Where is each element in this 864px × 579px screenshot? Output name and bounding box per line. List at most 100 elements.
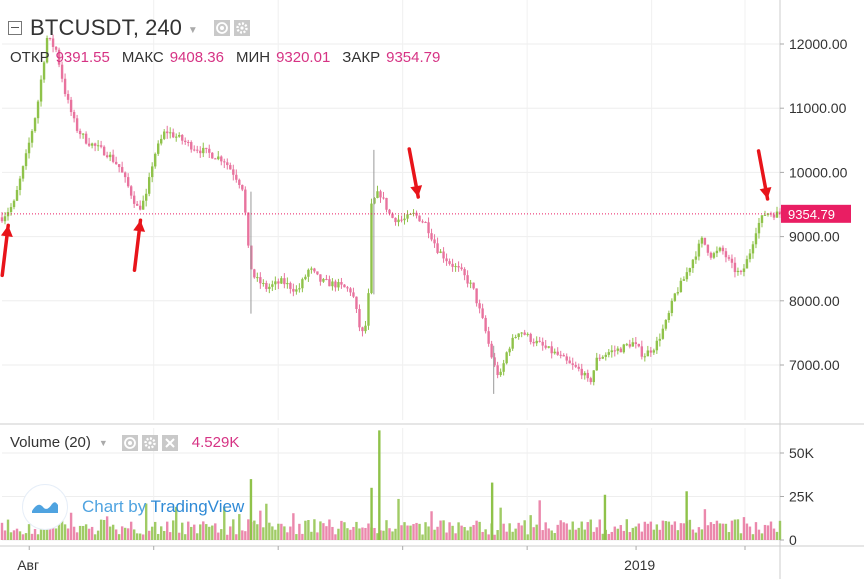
volume-bar [328, 519, 331, 540]
volume-bar [532, 527, 535, 540]
candle-body [343, 284, 346, 288]
volume-bar [562, 522, 565, 540]
candle-body [247, 212, 250, 246]
volume-tick-label: 25K [789, 489, 815, 505]
candle-body [430, 233, 433, 240]
candle-body [688, 268, 692, 273]
candle-body [208, 148, 211, 153]
volume-bar [132, 529, 136, 540]
volume-chevron-icon[interactable]: ▼ [98, 437, 108, 448]
symbol-header[interactable]: BTCUSDT, 240 ▼ [8, 14, 250, 42]
candle-body [658, 338, 662, 341]
volume-bar [277, 523, 280, 540]
volume-eye-icon[interactable] [121, 434, 138, 451]
volume-bar [688, 519, 692, 540]
candle-body [259, 277, 262, 284]
volume-bar [355, 521, 358, 540]
candle-body [409, 213, 412, 215]
volume-bar [292, 513, 295, 540]
volume-bar [568, 529, 571, 540]
candle-body [93, 143, 97, 146]
volume-bar [445, 532, 448, 540]
volume-bar [676, 530, 680, 540]
volume-bar [135, 533, 139, 540]
candle-body [144, 193, 148, 201]
candle-body [760, 215, 764, 223]
chevron-down-icon[interactable]: ▼ [187, 24, 198, 36]
volume-bar [406, 525, 409, 540]
volume-bar [748, 526, 752, 540]
volume-bar [457, 522, 460, 540]
tradingview-watermark[interactable]: Chart by TradingView [22, 484, 244, 530]
timeframe[interactable]: 240 [145, 15, 182, 40]
volume-bar [415, 522, 418, 540]
candle-body [676, 292, 680, 294]
candle-body [595, 357, 598, 371]
candle-body [331, 281, 334, 287]
candle-body [490, 343, 493, 358]
candle-body [123, 172, 127, 178]
volume-bar [289, 526, 292, 540]
volume-bar [220, 529, 223, 540]
eye-icon[interactable] [213, 20, 230, 36]
candle-body [370, 203, 373, 294]
candle-body [289, 282, 292, 289]
candle-body [706, 244, 710, 253]
candle-body [304, 276, 307, 280]
volume-bar [283, 526, 286, 540]
candle-body [166, 131, 169, 134]
volume-bar [334, 534, 337, 540]
candle-body [700, 237, 704, 244]
candle-body [583, 372, 586, 376]
candle-body [565, 356, 568, 361]
candle-body [439, 251, 442, 253]
candle-body [319, 274, 322, 282]
candle-body [295, 289, 298, 292]
candle-body [66, 93, 70, 100]
candle-body [358, 309, 361, 328]
volume-bar [382, 530, 385, 540]
candle-body [81, 133, 85, 135]
volume-bar [634, 526, 638, 540]
candle-body [487, 331, 490, 344]
arrow-1-annotation [0, 223, 13, 278]
volume-bar [36, 534, 40, 540]
volume-bar [652, 529, 656, 540]
volume-bar [51, 527, 55, 540]
volume-bar [436, 526, 439, 540]
volume-bar [226, 534, 229, 540]
candle-body [388, 209, 391, 214]
volume-header[interactable]: Volume (20) ▼ 4.529K [10, 434, 239, 451]
gear-icon[interactable] [233, 20, 250, 36]
volume-gear-icon[interactable] [141, 434, 158, 451]
volume-bar [718, 523, 722, 540]
volume-close-icon[interactable] [161, 434, 178, 451]
candle-body [202, 147, 205, 154]
volume-bar [229, 526, 232, 540]
candle-body [78, 130, 82, 135]
collapse-icon[interactable] [8, 21, 22, 35]
candle-body [616, 348, 619, 351]
volume-bar [172, 520, 175, 540]
candle-body [205, 147, 208, 149]
candle-body [505, 352, 508, 364]
candle-body [511, 337, 514, 349]
volume-bar [547, 528, 550, 540]
watermark-text: Chart by TradingView [82, 497, 244, 517]
volume-bar [460, 525, 463, 540]
candle-body [190, 142, 193, 150]
candle-body [556, 351, 559, 355]
candle-body [15, 190, 19, 201]
volume-bar [93, 534, 97, 540]
candle-body [475, 288, 478, 304]
volume-bar [559, 520, 562, 540]
volume-bar [6, 519, 10, 540]
volume-bar [424, 522, 427, 540]
candle-body [57, 49, 61, 65]
candle-body [442, 251, 445, 259]
volume-bar [268, 522, 271, 540]
candle-body [586, 372, 589, 379]
candle-body [286, 282, 289, 285]
volume-bar [478, 521, 481, 540]
